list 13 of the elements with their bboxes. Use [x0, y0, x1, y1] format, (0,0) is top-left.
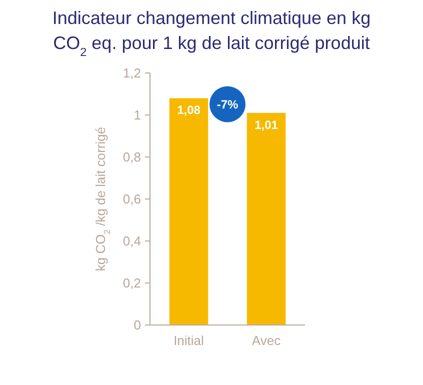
data-label: 1,08 [177, 103, 201, 118]
chart-title: Indicateur changement climatique en kg CO$_{2}$ eq. pour 1 kg de lait corrigé produit [52, 8, 371, 58]
y-tick-label: 0,8 [122, 150, 141, 165]
data-label: 1,01 [254, 118, 278, 132]
annotation: -7% [216, 97, 238, 112]
y-tick-label: 0 [134, 318, 141, 333]
x-tick-label: Avec [252, 333, 282, 348]
y-tick-label: 0,6 [122, 192, 141, 207]
x-tick-label: Initial [174, 333, 204, 348]
y-tick-label: 0,4 [122, 234, 141, 249]
y-tick-label: 1 [134, 108, 141, 123]
y-tick-label: 0,2 [122, 276, 141, 291]
y-tick-label: 1,2 [122, 66, 141, 81]
